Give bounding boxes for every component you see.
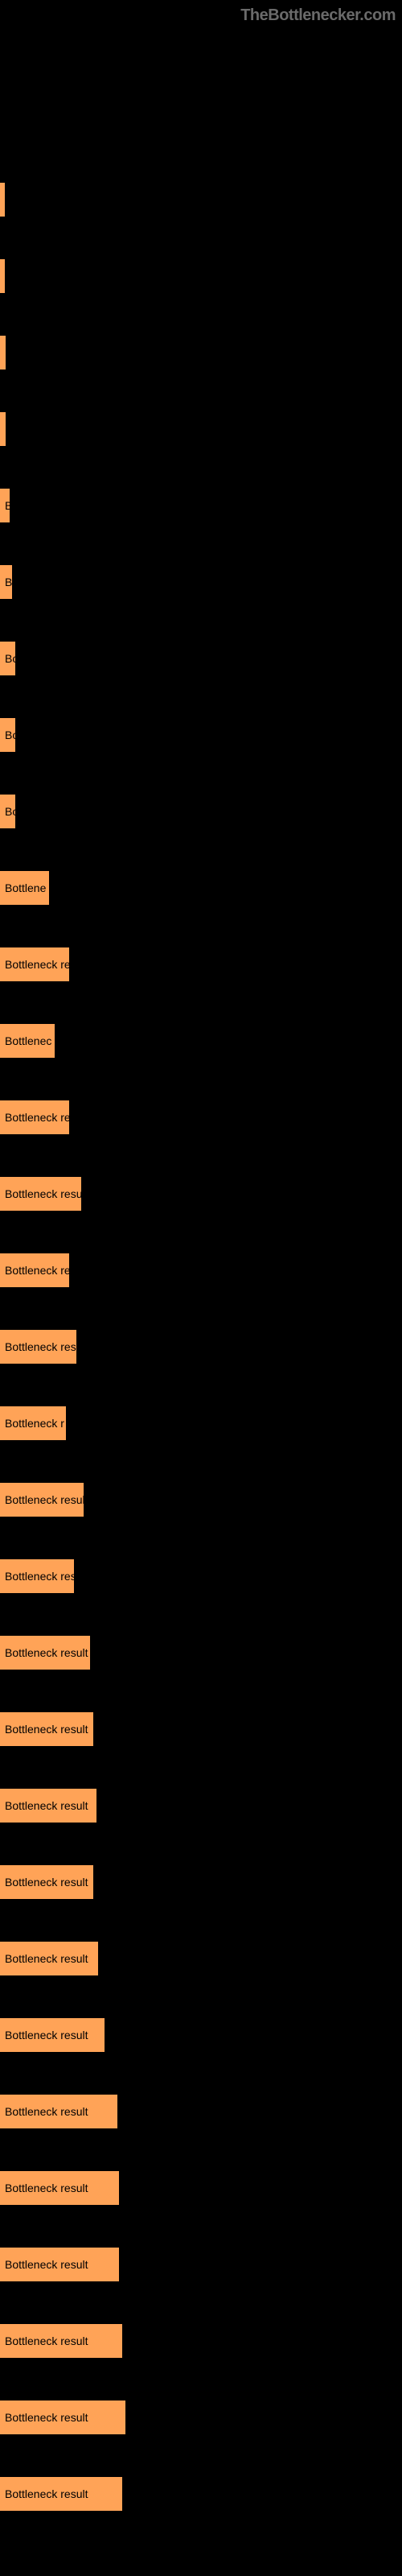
bar: Bottleneck re (0, 1253, 69, 1287)
bar: Bottleneck result (0, 1789, 96, 1823)
bar-row: Bottleneck res (0, 1538, 402, 1614)
bar-row: Bo (0, 773, 402, 849)
bar: B (0, 565, 12, 599)
bar: B (0, 489, 10, 522)
bar: Bottlene (0, 871, 49, 905)
bar-label: Bottleneck result (5, 1646, 88, 1659)
bar-label: Bottleneck result (5, 1493, 88, 1506)
bar: Bottleneck r (0, 1406, 66, 1440)
bar-label: Bottleneck result (5, 2029, 88, 2041)
bar-label: Bo (5, 652, 18, 665)
bar (0, 183, 5, 217)
bar-chart: B B Bo Bo Bo Bottlene Bottleneck re Bottlenec Bo… (0, 161, 402, 2576)
bar: Bottleneck result (0, 2477, 122, 2511)
bar-label: Bottleneck resu (5, 1340, 83, 1353)
bar-label: Bo (5, 805, 18, 818)
bar-row (0, 161, 402, 237)
bar: Bottleneck result (0, 2095, 117, 2128)
bar-row: Bottleneck result (0, 2379, 402, 2455)
bar-row: Bottleneck result (0, 2226, 402, 2302)
bar: Bottleneck re (0, 1100, 69, 1134)
watermark-text: TheBottlenecker.com (240, 6, 396, 25)
bar-label: B (5, 576, 12, 588)
bar: Bo (0, 718, 15, 752)
bar-label: Bottleneck re (5, 1264, 71, 1277)
bar-row: Bottleneck result (0, 2149, 402, 2226)
bar-row: Bottleneck re (0, 1232, 402, 1308)
bar-label: Bottleneck result (5, 1876, 88, 1889)
bar: Bottleneck result (0, 2018, 105, 2052)
bar-label: Bottleneck result (5, 1952, 88, 1965)
bar-label: Bottleneck result (5, 2411, 88, 2424)
bar-label: Bottleneck result (5, 1799, 88, 1812)
bar: Bottleneck result (0, 1712, 93, 1746)
bar-row: Bo (0, 620, 402, 696)
bar-row (0, 237, 402, 314)
bar (0, 336, 6, 369)
bar-row (0, 314, 402, 390)
bar-label: Bottleneck res (5, 1570, 76, 1583)
bar: Bo (0, 642, 15, 675)
bar-row: Bottleneck result (0, 1461, 402, 1538)
bar-label: Bottleneck result (5, 1187, 88, 1200)
bar-label: Bottlenec (5, 1034, 51, 1047)
bar: Bottleneck result (0, 1483, 84, 1517)
bar: Bottleneck res (0, 1559, 74, 1593)
bar (0, 412, 6, 446)
bar-label: Bottleneck result (5, 2334, 88, 2347)
bar-row: Bottleneck result (0, 1843, 402, 1920)
bar-row: Bottleneck re (0, 1079, 402, 1155)
bar: Bottleneck result (0, 1636, 90, 1670)
bar-label: Bottleneck result (5, 2182, 88, 2194)
bar-row: Bo (0, 696, 402, 773)
bar-label: Bottleneck result (5, 2487, 88, 2500)
bar: Bottleneck re (0, 947, 69, 981)
bar-row: Bottlenec (0, 1002, 402, 1079)
bar-row: Bottleneck result (0, 1996, 402, 2073)
bar-label: Bottleneck re (5, 958, 71, 971)
bar-row: Bottleneck result (0, 2073, 402, 2149)
bar-row: Bottleneck result (0, 1614, 402, 1690)
bar-label: Bottleneck result (5, 2105, 88, 2118)
bar-label: Bottleneck result (5, 1723, 88, 1736)
bar: Bottleneck result (0, 1942, 98, 1975)
bar-row: Bottleneck result (0, 1767, 402, 1843)
bar: Bottlenec (0, 1024, 55, 1058)
bar (0, 259, 5, 293)
bar-row (0, 390, 402, 467)
bar-row: Bottleneck resu (0, 1308, 402, 1385)
bar-row: Bottleneck re (0, 926, 402, 1002)
bar-row: Bottleneck result (0, 1155, 402, 1232)
bar-label: Bottleneck re (5, 1111, 71, 1124)
bar-row: Bottlene (0, 849, 402, 926)
bar-row: B (0, 467, 402, 543)
bar: Bottleneck result (0, 2401, 125, 2434)
bar-row: Bottleneck result (0, 2455, 402, 2532)
bar-label: Bottleneck result (5, 2258, 88, 2271)
bar-label: Bottlene (5, 881, 46, 894)
bar-row: Bottleneck r (0, 1385, 402, 1461)
bar: Bottleneck result (0, 2248, 119, 2281)
bar-label: Bottleneck r (5, 1417, 64, 1430)
bar: Bottleneck resu (0, 1330, 76, 1364)
bar-row: Bottleneck result (0, 1690, 402, 1767)
bar: Bottleneck result (0, 2171, 119, 2205)
bar-row: B (0, 543, 402, 620)
bar-label: Bo (5, 729, 18, 741)
bar: Bottleneck result (0, 2324, 122, 2358)
bar: Bo (0, 795, 15, 828)
bar-row: Bottleneck result (0, 2302, 402, 2379)
bar-label: B (5, 499, 12, 512)
bar: Bottleneck result (0, 1177, 81, 1211)
bar-row: Bottleneck result (0, 1920, 402, 1996)
bar: Bottleneck result (0, 1865, 93, 1899)
